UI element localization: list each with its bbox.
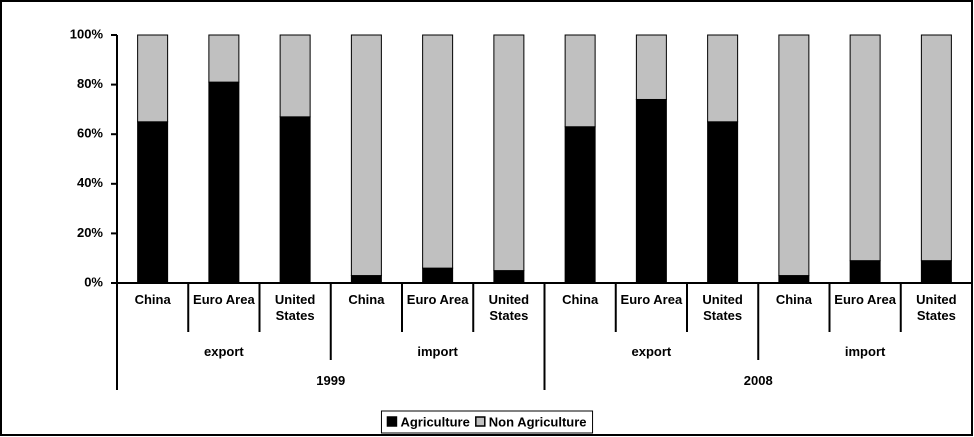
x-tick-label: Euro Area <box>406 292 469 307</box>
legend-swatch <box>475 416 486 427</box>
group-label: export <box>204 344 244 359</box>
x-tick-label: United States <box>274 292 316 323</box>
bar-segment <box>849 260 881 284</box>
bar-segment <box>707 121 739 284</box>
legend-label: Agriculture <box>400 414 469 429</box>
bar-segment <box>137 121 169 284</box>
year-label: 1999 <box>316 373 346 388</box>
x-tick-label: China <box>562 292 599 307</box>
bar-segment <box>208 81 240 284</box>
bar-segment <box>849 34 881 262</box>
bar-segment <box>778 34 810 277</box>
y-tick-label: 0% <box>84 274 103 289</box>
group-label: export <box>631 344 672 359</box>
bar-segment <box>279 116 311 284</box>
bar-segment <box>493 270 525 284</box>
bar-segment <box>920 260 952 284</box>
bar-segment <box>635 34 667 100</box>
y-tick-label: 40% <box>77 175 103 190</box>
bar-segment <box>350 34 382 277</box>
group-label: import <box>417 344 458 359</box>
bar-segment <box>137 34 169 123</box>
bar-segment <box>778 275 810 284</box>
legend-label: Non Agriculture <box>489 414 587 429</box>
bar-segment <box>208 34 240 83</box>
x-tick-label: United States <box>702 292 743 323</box>
year-label: 2008 <box>743 373 773 388</box>
legend-swatch <box>386 416 398 427</box>
y-tick-label: 100% <box>70 26 104 41</box>
bar-segment <box>564 126 596 284</box>
y-tick-label: 80% <box>77 76 103 91</box>
x-tick-label: Euro Area <box>193 292 255 307</box>
x-tick-label: China <box>775 292 812 307</box>
bar-segment <box>422 267 454 284</box>
x-tick-label: United States <box>488 292 530 323</box>
x-tick-label: Euro Area <box>620 292 683 307</box>
x-tick-label: Euro Area <box>834 292 896 307</box>
bar-segment <box>350 275 382 284</box>
x-tick-label: China <box>348 292 385 307</box>
y-tick-label: 60% <box>77 126 103 141</box>
bar-segment <box>279 34 311 118</box>
legend-box <box>380 410 594 434</box>
x-tick-label: United States <box>916 292 957 323</box>
y-tick-label: 20% <box>77 225 103 240</box>
bar-segment <box>920 34 952 262</box>
bar-segment <box>564 34 596 128</box>
bar-segment <box>635 98 667 284</box>
group-label: import <box>844 344 886 359</box>
bar-segment <box>707 34 739 123</box>
bar-segment <box>422 34 454 269</box>
bar-segment <box>493 34 525 272</box>
x-tick-label: China <box>134 292 171 307</box>
